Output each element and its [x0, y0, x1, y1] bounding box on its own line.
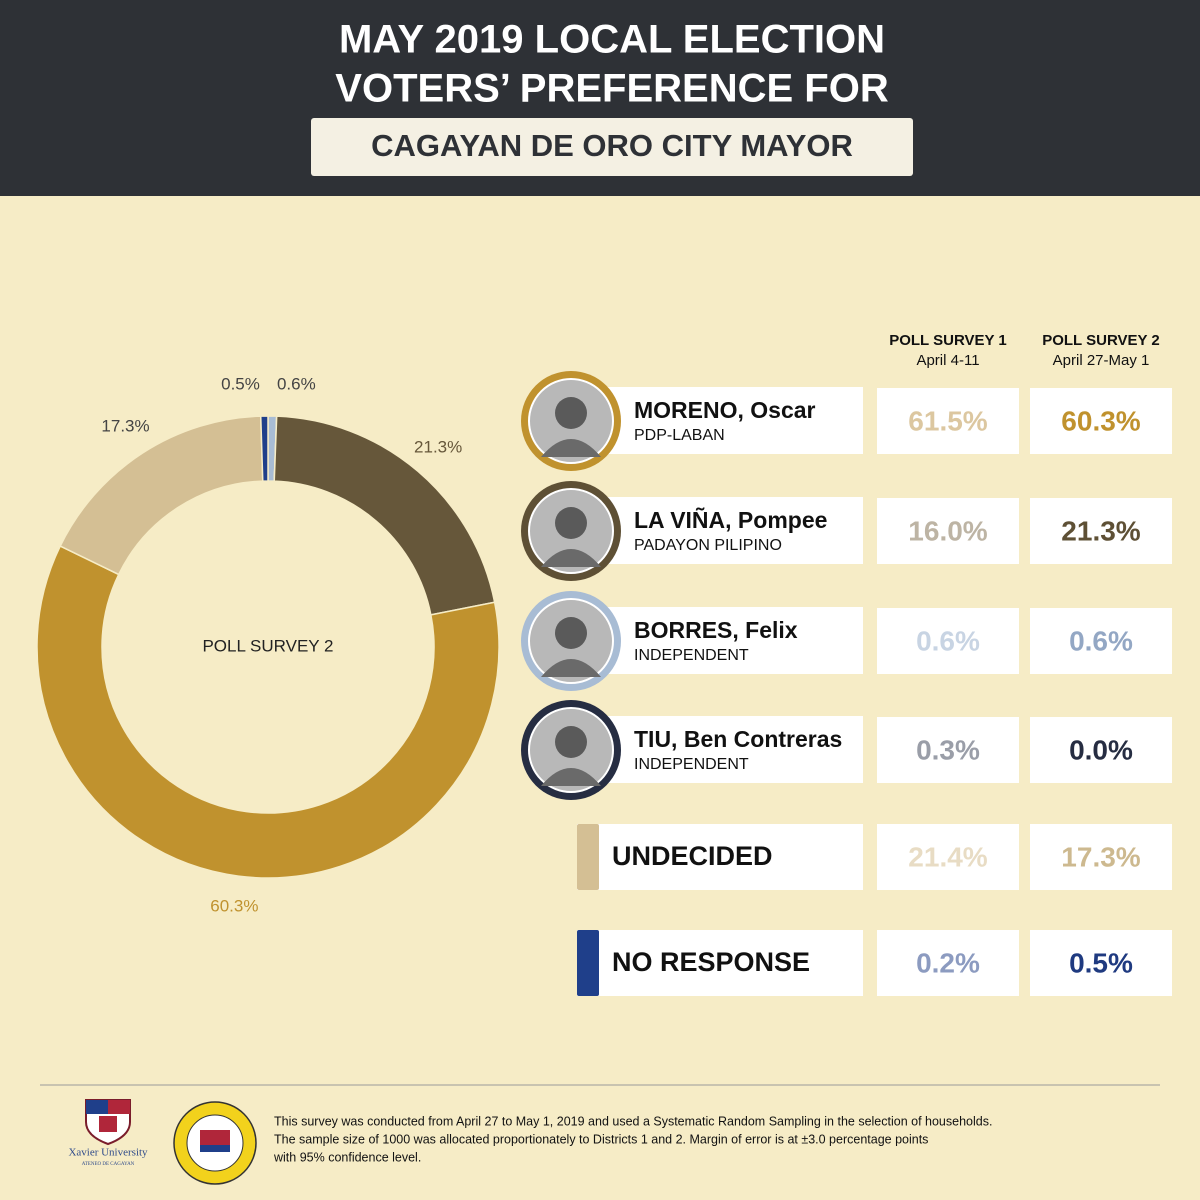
- value-box: [1030, 608, 1172, 674]
- value-box: [1030, 930, 1172, 996]
- value-box: [877, 608, 1019, 674]
- candidate-name: MORENO, Oscar: [634, 397, 816, 423]
- donut-center-label: POLL SURVEY 2: [202, 636, 333, 655]
- value-box: [1030, 388, 1172, 454]
- slice-label: 21.3%: [414, 437, 462, 456]
- poll-value: 61.5%: [908, 405, 987, 436]
- photo-shoulders: [541, 659, 601, 677]
- candidate-party: INDEPENDENT: [634, 756, 749, 773]
- accent-bar: [577, 824, 599, 890]
- candidate-party: INDEPENDENT: [634, 647, 749, 664]
- title-line: MAY 2019 LOCAL ELECTION: [339, 18, 885, 62]
- photo-head: [555, 397, 587, 429]
- shield-part: [108, 1100, 130, 1114]
- poll-value: 21.4%: [908, 841, 987, 872]
- candidate-name: TIU, Ben Contreras: [634, 726, 842, 752]
- subtitle: CAGAYAN DE ORO CITY MAYOR: [371, 128, 853, 163]
- candidate-party: PADAYON PILIPINO: [634, 537, 782, 554]
- column-dates: April 4-11: [916, 352, 979, 369]
- footer-note: with 95% confidence level.: [273, 1150, 421, 1164]
- donut-slice: [36, 545, 500, 879]
- row-label: UNDECIDED: [612, 841, 773, 871]
- slice-label: 17.3%: [101, 417, 149, 436]
- photo-head: [555, 726, 587, 758]
- footer-note: The sample size of 1000 was allocated pr…: [274, 1132, 928, 1146]
- value-box: [877, 824, 1019, 890]
- value-box: [1030, 498, 1172, 564]
- name-box: [577, 930, 863, 996]
- xu-logo: [85, 1099, 131, 1146]
- candidate-name: BORRES, Felix: [634, 617, 798, 643]
- candidate-party: PDP-LABAN: [634, 427, 725, 444]
- value-box: [877, 717, 1019, 783]
- shield-part: [86, 1100, 108, 1114]
- poll-value: 0.6%: [916, 625, 980, 656]
- value-box: [1030, 717, 1172, 783]
- logo-subtext: ATENEO DE CAGAYAN: [82, 1162, 135, 1167]
- accent-bar: [577, 930, 599, 996]
- slice-label: 0.5%: [221, 375, 260, 394]
- seal-emblem: [200, 1145, 230, 1152]
- row-label: NO RESPONSE: [612, 947, 810, 977]
- photo-head: [555, 617, 587, 649]
- slice-label: 0.6%: [277, 375, 316, 394]
- poll-value: 0.3%: [916, 734, 980, 765]
- photo-shoulders: [541, 549, 601, 567]
- slice-label: 60.3%: [210, 896, 258, 915]
- candidate-name: LA VIÑA, Pompee: [634, 506, 827, 533]
- value-box: [877, 930, 1019, 996]
- poll-value: 0.5%: [1069, 947, 1133, 978]
- value-box: [877, 498, 1019, 564]
- footer-note: This survey was conducted from April 27 …: [274, 1114, 992, 1128]
- poll-value: 60.3%: [1061, 405, 1140, 436]
- name-box: [585, 387, 863, 454]
- research-office-logo: [173, 1101, 257, 1185]
- column-title: POLL SURVEY 1: [889, 332, 1007, 349]
- shield-part: [99, 1116, 117, 1132]
- column-dates: April 27-May 1: [1053, 352, 1150, 369]
- logo-text: Xavier University: [68, 1147, 148, 1159]
- poll-value: 0.0%: [1069, 734, 1133, 765]
- poll-value: 17.3%: [1061, 841, 1140, 872]
- name-box: [585, 716, 863, 783]
- name-box: [585, 497, 863, 564]
- photo-shoulders: [541, 439, 601, 457]
- column-title: POLL SURVEY 2: [1042, 332, 1160, 349]
- name-box: [585, 607, 863, 674]
- photo-head: [555, 507, 587, 539]
- name-box: [577, 824, 863, 890]
- subtitle-box: [311, 118, 913, 176]
- value-box: [1030, 824, 1172, 890]
- title-line: VOTERS’ PREFERENCE FOR: [335, 67, 889, 111]
- value-box: [877, 388, 1019, 454]
- poll-value: 16.0%: [908, 515, 987, 546]
- poll-value: 21.3%: [1061, 515, 1140, 546]
- donut-slice: [259, 415, 269, 482]
- poll-value: 0.2%: [916, 947, 980, 978]
- poll-value: 0.6%: [1069, 625, 1133, 656]
- photo-shoulders: [541, 768, 601, 786]
